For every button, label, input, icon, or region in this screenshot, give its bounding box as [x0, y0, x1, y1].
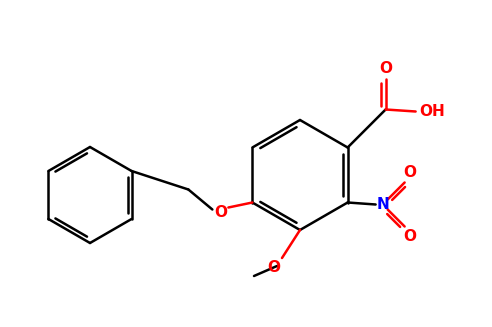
Text: N: N — [376, 197, 389, 212]
Text: OH: OH — [419, 104, 444, 119]
Text: O: O — [214, 205, 227, 220]
Text: O: O — [379, 61, 392, 76]
Text: O: O — [403, 229, 416, 244]
Text: O: O — [403, 165, 416, 180]
Text: O: O — [268, 261, 280, 276]
